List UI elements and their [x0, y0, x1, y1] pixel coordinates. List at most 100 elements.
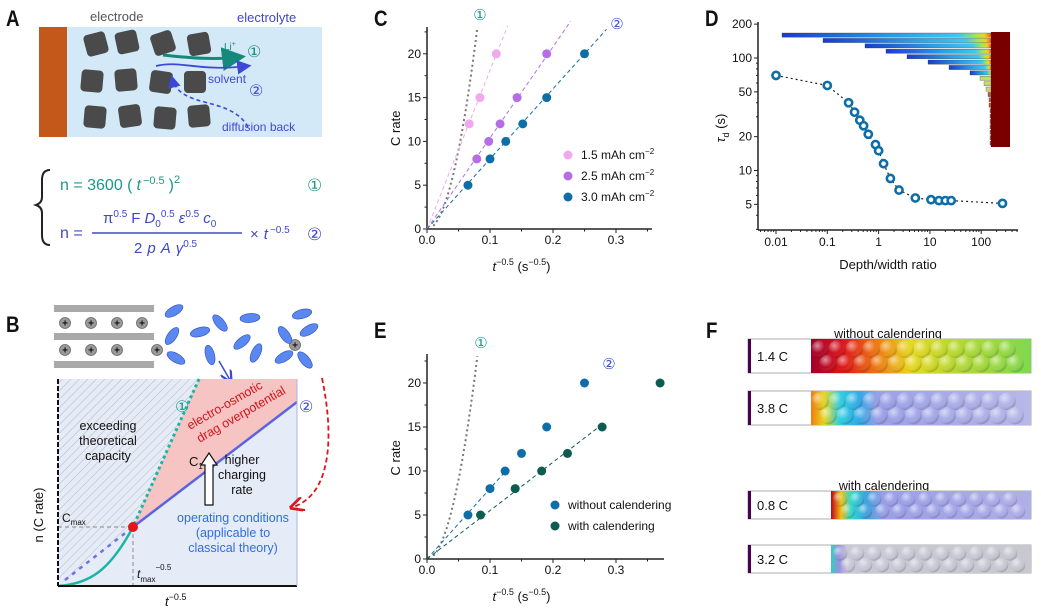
data-point	[476, 510, 486, 520]
legend-label: without calendering	[567, 498, 671, 512]
cmax-label: Cmax	[62, 511, 86, 527]
diffusion-back-arrow	[168, 74, 249, 128]
particle-sphere	[964, 340, 982, 359]
operating-label-3: classical theory)	[188, 541, 278, 555]
marker-2-icon: ②	[249, 83, 263, 100]
li-ion-icon	[136, 317, 148, 329]
particle-sphere	[908, 557, 924, 573]
particle-sphere	[870, 354, 888, 373]
data-point	[491, 49, 501, 59]
x-tick-label: 0.2	[545, 563, 562, 577]
x-tick-label: 0.2	[545, 233, 562, 247]
reference-curve-1	[432, 356, 479, 557]
particle-sphere	[917, 546, 933, 561]
up-arrow-icon	[199, 451, 219, 506]
particle-sphere	[891, 503, 907, 519]
y-axis-label: C rate	[388, 440, 403, 475]
graphite-layer	[54, 361, 154, 368]
plus-icon: +	[62, 319, 68, 330]
particle-sphere	[989, 354, 1007, 373]
c-rate-label: 3.2 C	[757, 552, 788, 567]
plus-icon: +	[114, 319, 120, 330]
data-point	[542, 422, 552, 432]
particle-sphere	[942, 503, 958, 519]
data-point	[894, 185, 904, 195]
particle-sphere	[993, 503, 1009, 519]
li-ion-icon	[289, 339, 301, 351]
li-ion-icon	[151, 344, 163, 356]
panel-letter-a: A	[6, 6, 20, 31]
electrode-particle	[114, 29, 140, 55]
plus-icon: +	[292, 341, 298, 352]
li-ion-icon	[111, 344, 123, 356]
particle-sphere	[857, 503, 873, 519]
particle-sphere	[925, 557, 941, 573]
data-point	[946, 195, 957, 206]
exceeding-label-3: capacity	[85, 449, 132, 463]
particle-sphere	[964, 392, 982, 411]
data-point	[858, 120, 869, 131]
electrode-particle	[149, 70, 173, 94]
data-point	[542, 93, 552, 103]
solvent-molecule-icon	[212, 314, 228, 332]
particle-sphere	[985, 492, 1001, 507]
particle-sphere	[1002, 546, 1018, 561]
x-axis-label: t−0.5 (s−0.5)	[493, 257, 551, 274]
panel-a: electrode electrolyte Li+ ① solvent ② di…	[32, 9, 322, 257]
x-tick-label: 0.0	[419, 233, 436, 247]
particle-sphere	[879, 392, 897, 411]
solvent-molecule-icon	[233, 334, 251, 350]
electrode-particle	[80, 69, 104, 93]
particle-sphere	[951, 546, 967, 561]
data-point	[485, 154, 495, 164]
panel-letter-c: C	[374, 6, 388, 31]
particle-sphere	[840, 557, 856, 573]
data-point	[495, 119, 505, 129]
data-point	[580, 378, 589, 388]
particle-sphere	[921, 406, 939, 425]
marker-2-icon: ②	[610, 16, 623, 33]
x-tick-label: 10	[923, 235, 937, 249]
particle-sphere	[845, 340, 863, 359]
fit-line	[426, 25, 509, 230]
legend-label: 3.0 mAh cm−2	[581, 189, 655, 204]
particle-sphere	[998, 392, 1016, 411]
particle-sphere	[917, 492, 933, 507]
y-tick-label: 100	[732, 51, 752, 65]
y-tick-label: 15	[408, 420, 422, 434]
particle-sphere	[862, 392, 880, 411]
data-point	[472, 154, 482, 164]
panel-letter-b: B	[6, 312, 20, 337]
particle-sphere	[908, 503, 924, 519]
particle-sphere	[849, 492, 865, 507]
particle-sphere	[1010, 557, 1026, 573]
particle-sphere	[887, 406, 905, 425]
particle-sphere	[998, 340, 1016, 359]
particle-sphere	[959, 503, 975, 519]
data-point	[863, 129, 874, 140]
equation-2-marker-icon: ②	[307, 225, 322, 244]
particle-sphere	[828, 392, 846, 411]
y-tick-label: 5	[745, 197, 752, 211]
transition-point	[128, 522, 138, 532]
fit-line	[426, 468, 509, 560]
x-tick-label: 0.3	[608, 233, 625, 247]
legend-marker	[550, 521, 560, 531]
particle-sphere	[934, 492, 950, 507]
li-label: Li+	[224, 41, 236, 53]
electrolyte-label: electrolyte	[237, 10, 296, 25]
operating-label-2: (applicable to	[196, 526, 270, 540]
data-point	[512, 93, 522, 103]
particle-sphere	[993, 557, 1009, 573]
particle-sphere	[811, 392, 829, 411]
particle-sphere	[913, 392, 931, 411]
electrode-particle	[83, 31, 109, 57]
operating-label-1: operating conditions	[177, 511, 289, 525]
particle-sphere	[947, 340, 965, 359]
plus-icon: +	[114, 346, 120, 357]
particle-sphere	[972, 406, 990, 425]
legend-label: with calendering	[567, 519, 655, 533]
particle-sphere	[819, 354, 837, 373]
